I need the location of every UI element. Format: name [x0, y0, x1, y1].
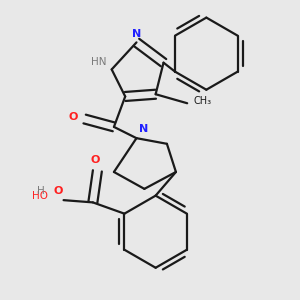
Text: HN: HN: [91, 56, 106, 67]
Text: O: O: [69, 112, 78, 122]
Text: N: N: [139, 124, 148, 134]
Text: O: O: [90, 154, 100, 165]
Text: O: O: [53, 186, 63, 196]
Text: CH₃: CH₃: [194, 96, 212, 106]
Text: H: H: [37, 186, 45, 196]
Text: N: N: [132, 29, 141, 40]
Text: HO: HO: [32, 190, 48, 201]
